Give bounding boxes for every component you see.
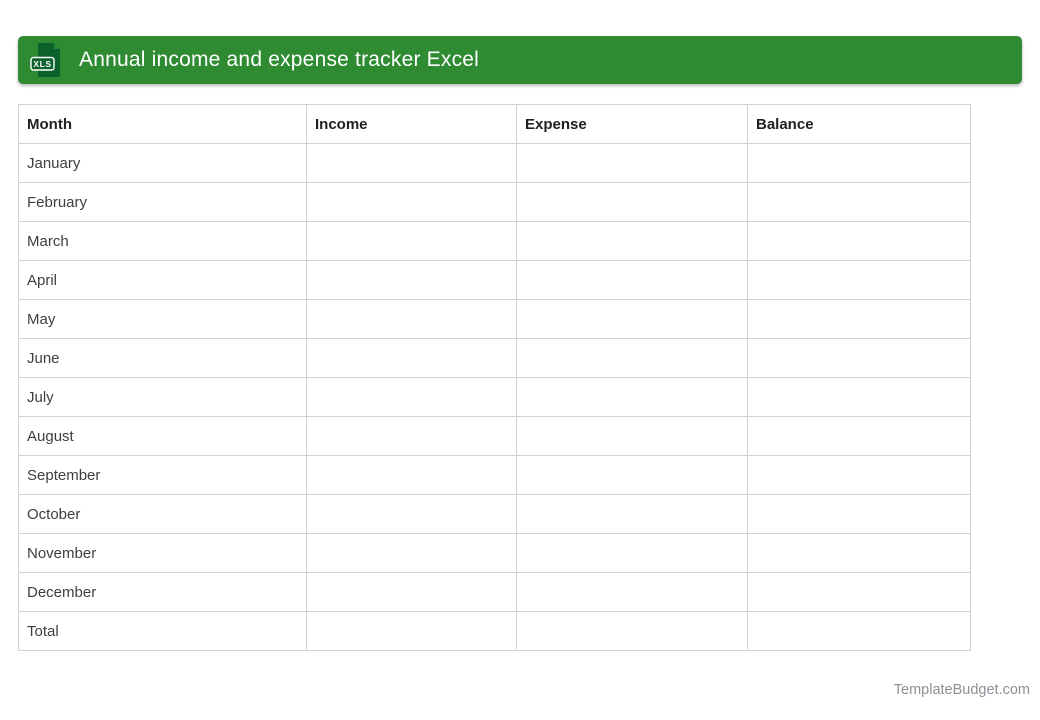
month-cell: January [18,143,307,183]
income-cell [306,572,517,612]
column-header-income: Income [306,104,517,144]
column-header-month: Month [18,104,307,144]
income-cell [306,143,517,183]
balance-cell [747,494,971,534]
page-title: Annual income and expense tracker Excel [79,48,480,71]
expense-cell [516,572,748,612]
month-cell: December [18,572,307,612]
month-cell: August [18,416,307,456]
table-row: May [18,299,971,339]
balance-cell [747,260,971,300]
month-cell: June [18,338,307,378]
balance-cell [747,338,971,378]
template-title-banner: XLS Annual income and expense tracker Ex… [18,36,1022,84]
month-cell: Total [18,611,307,651]
income-cell [306,455,517,495]
balance-cell [747,533,971,573]
income-expense-table: Month Income Expense Balance January Feb… [18,104,971,651]
expense-cell [516,533,748,573]
balance-cell [747,299,971,339]
balance-cell [747,416,971,456]
expense-cell [516,416,748,456]
expense-cell [516,143,748,183]
income-cell [306,377,517,417]
expense-cell [516,455,748,495]
table-row: January [18,143,971,183]
table-row: November [18,533,971,573]
table-row: July [18,377,971,417]
expense-cell [516,611,748,651]
balance-cell [747,455,971,495]
month-cell: May [18,299,307,339]
balance-cell [747,377,971,417]
income-cell [306,182,517,222]
income-cell [306,221,517,261]
column-header-expense: Expense [516,104,748,144]
balance-cell [747,572,971,612]
income-cell [306,299,517,339]
xls-file-icon: XLS [30,43,60,77]
income-cell [306,494,517,534]
expense-cell [516,221,748,261]
balance-cell [747,221,971,261]
month-cell: March [18,221,307,261]
site-watermark: TemplateBudget.com [893,682,1030,698]
table-row: August [18,416,971,456]
month-cell: July [18,377,307,417]
balance-cell [747,182,971,222]
table-row: September [18,455,971,495]
table-row: April [18,260,971,300]
expense-cell [516,299,748,339]
expense-cell [516,377,748,417]
month-cell: February [18,182,307,222]
column-header-balance: Balance [747,104,971,144]
table-row: February [18,182,971,222]
expense-cell [516,494,748,534]
month-cell: October [18,494,307,534]
expense-cell [516,338,748,378]
table-header-row: Month Income Expense Balance [18,104,971,144]
table-row: March [18,221,971,261]
table-row-total: Total [18,611,971,651]
month-cell: April [18,260,307,300]
table-row: December [18,572,971,612]
expense-cell [516,182,748,222]
table-row: June [18,338,971,378]
income-cell [306,611,517,651]
month-cell: November [18,533,307,573]
income-cell [306,416,517,456]
balance-cell [747,143,971,183]
expense-cell [516,260,748,300]
income-cell [306,338,517,378]
income-cell [306,533,517,573]
balance-cell [747,611,971,651]
table-row: October [18,494,971,534]
income-cell [306,260,517,300]
xls-badge-label: XLS [33,59,51,69]
month-cell: September [18,455,307,495]
